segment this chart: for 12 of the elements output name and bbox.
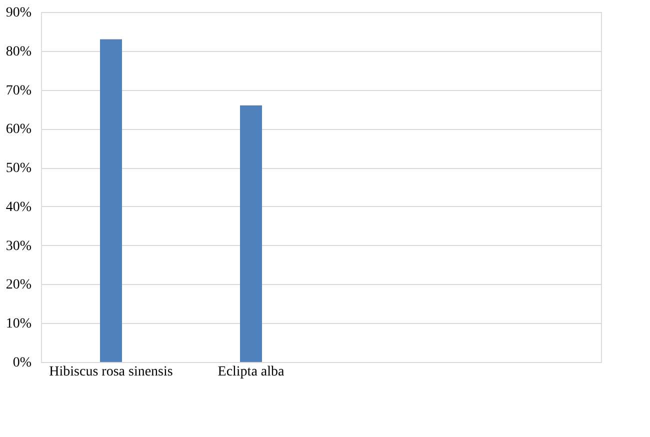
y-tick-label: 60% xyxy=(6,122,32,138)
x-tick-label: Eclipta alba xyxy=(218,364,286,380)
y-tick-label: 90% xyxy=(6,6,32,20)
y-tick-label: 20% xyxy=(6,278,32,293)
y-tick-label: 80% xyxy=(6,44,32,60)
y-tick-label: 70% xyxy=(6,83,32,98)
y-tick-label: 40% xyxy=(6,200,32,215)
y-tick-label: 0% xyxy=(12,356,32,370)
y-tick-label: 50% xyxy=(6,161,32,176)
x-tick-label: Hibiscus rosa sinensis xyxy=(49,364,173,380)
y-tick-label: 30% xyxy=(6,238,32,254)
y-tick-label: 10% xyxy=(6,316,32,332)
